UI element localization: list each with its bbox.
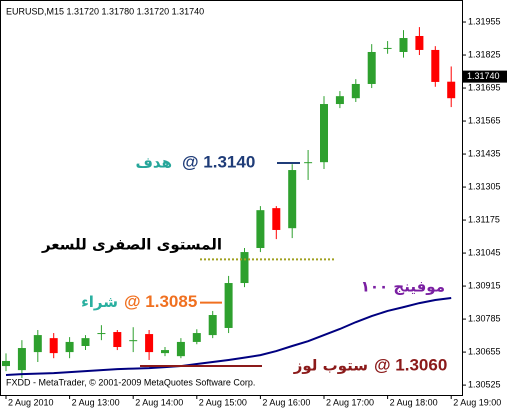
candle-body (97, 333, 106, 335)
x-tick-label: 2 Aug 17:00 (326, 397, 374, 407)
ma-label: موفينج ١٠٠ (361, 278, 445, 296)
level-label: @ 1.3140 (182, 152, 255, 171)
chart-header: EURUSD,M15 1.31720 1.31780 1.31720 1.317… (6, 6, 204, 16)
candle-body (224, 283, 233, 328)
x-tick-label: 2 Aug 19:00 (453, 397, 501, 407)
plot-frame (0, 0, 463, 396)
candle-body (65, 341, 74, 353)
y-tick-label: 1.31435 (468, 148, 501, 158)
candle-body (367, 51, 376, 84)
x-tick-label: 2 Aug 14:00 (135, 397, 183, 407)
x-tick-label: 2 Aug 16:00 (262, 397, 310, 407)
candle-body (320, 104, 328, 163)
moving-average (5, 297, 452, 376)
y-tick-label: 1.31305 (468, 181, 501, 191)
level-name: ستوب لوز (293, 357, 368, 375)
x-tick-label: 2 Aug 13:00 (72, 397, 120, 407)
y-tick-label: 1.31825 (468, 49, 501, 59)
candle-body (2, 360, 10, 367)
candle-body (129, 340, 138, 342)
candle-body (208, 315, 217, 336)
candle-body (415, 35, 424, 50)
candle-body (256, 210, 265, 248)
x-tick-label: 2 Aug 18:00 (390, 397, 438, 407)
level-name: شراء (81, 293, 118, 311)
y-tick-label: 1.30655 (468, 346, 501, 356)
x-tick-label: 2 Aug 2010 (8, 397, 54, 407)
y-tick-label: 1.31045 (468, 247, 501, 257)
candle-body (335, 96, 344, 105)
candle-body (81, 338, 90, 346)
candle-body (351, 83, 360, 99)
level-label: @ 1.3085 (124, 292, 197, 311)
candle-body (272, 208, 281, 230)
candle-body (447, 81, 456, 99)
y-tick-label: 1.30525 (468, 379, 501, 389)
y-tick-label: 1.31565 (468, 115, 501, 125)
y-tick-label: 1.30785 (468, 313, 501, 323)
y-tick-label: 1.31955 (468, 16, 501, 26)
candle-body (192, 333, 201, 342)
y-tick-label: 1.31695 (468, 82, 501, 92)
level-name: المستوى الصفرى للسعر (41, 236, 222, 254)
candle-body (17, 348, 26, 371)
candle-body (288, 170, 297, 229)
candle-body (145, 334, 154, 353)
x-tick-label: 2 Aug 15:00 (199, 397, 247, 407)
candle-body (304, 162, 313, 164)
candle-body (240, 252, 249, 284)
candle-body (399, 38, 408, 52)
candle-body (113, 332, 122, 348)
candle-body (161, 350, 169, 354)
level-label: @ 1.3060 (374, 356, 447, 375)
current-price-box (463, 70, 507, 83)
y-tick-label: 1.31175 (468, 214, 500, 224)
y-tick-label: 1.30915 (468, 280, 501, 290)
current-price-label: 1.31740 (467, 71, 500, 81)
candle-body (49, 338, 58, 354)
candle-body (383, 47, 392, 49)
level-name: هدف (136, 153, 173, 171)
candle-body (33, 335, 42, 353)
chart-footer: FXDD - MetaTrader, © 2001-2009 MetaQuote… (6, 377, 255, 387)
candle-body (431, 49, 440, 82)
candle-body (176, 341, 185, 357)
